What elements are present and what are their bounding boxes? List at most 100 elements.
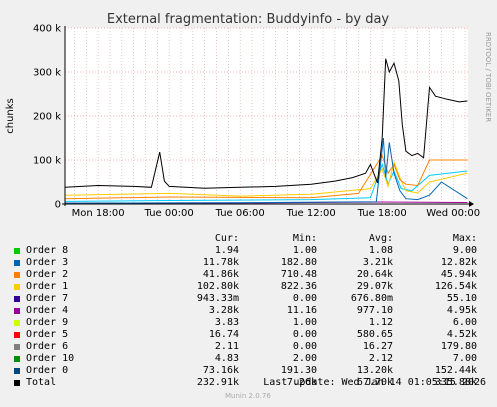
legend-swatch (14, 356, 20, 362)
x-ticks: Mon 18:00 Tue 00:00 Tue 06:00 Tue 12:00 Tue … (72, 208, 481, 219)
legend-min: 182.80 (280, 257, 317, 268)
legend-row: Order 1 102.80k 822.36 29.07k 126.54k (0, 281, 497, 293)
legend-name: Order 4 (26, 305, 69, 316)
series-line (64, 58, 468, 189)
legend-avg: 1.08 (368, 245, 393, 256)
legend-cur: 1.94 (214, 245, 239, 256)
header-cur: Cur: (214, 233, 239, 244)
legend-cur: 16.74 (208, 329, 239, 340)
series-group (64, 58, 468, 204)
legend-cur: 3.28k (208, 305, 239, 316)
legend-name: Order 0 (26, 365, 69, 376)
legend-name: Order 6 (26, 341, 69, 352)
munin-version: Munin 2.0.76 (225, 392, 271, 400)
y-axis-label: chunks (5, 98, 16, 134)
legend-min: 822.36 (280, 281, 317, 292)
legend-max: 335.88k (434, 377, 477, 388)
legend-cur: 102.80k (196, 281, 239, 292)
legend-min: 0.00 (292, 341, 317, 352)
legend-name: Order 2 (26, 269, 69, 280)
legend-cur: 41.86k (202, 269, 239, 280)
legend-avg: 29.07k (356, 281, 393, 292)
legend-max: 179.80 (440, 341, 477, 352)
legend-min: 1.00 (292, 245, 317, 256)
legend-max: 55.10 (446, 293, 477, 304)
legend-avg: 2.12 (368, 353, 393, 364)
legend-rows: Order 8 1.94 1.00 1.08 9.00 Order 3 11.78k 182.… (0, 245, 497, 389)
legend-header: Cur: Min: Avg: Max: (0, 233, 497, 245)
legend-name: Order 10 (26, 353, 75, 364)
legend-row: Order 10 4.83 2.00 2.12 7.00 (0, 353, 497, 365)
legend-row: Order 9 3.83 1.00 1.12 6.00 (0, 317, 497, 329)
legend-avg: 977.10 (356, 305, 393, 316)
legend-row: Order 0 73.16k 191.30 13.20k 152.44k (0, 365, 497, 377)
legend-row: Order 3 11.78k 182.80 3.21k 12.82k (0, 257, 497, 269)
legend-name: Order 5 (26, 329, 69, 340)
header-avg: Avg: (368, 233, 393, 244)
legend-min: 710.48 (280, 269, 317, 280)
x-axis-arrow (469, 201, 474, 207)
legend-swatch (14, 260, 20, 266)
legend-row: Order 8 1.94 1.00 1.08 9.00 (0, 245, 497, 257)
legend-min: 0.00 (292, 293, 317, 304)
legend-name: Order 1 (26, 281, 69, 292)
legend-cur: 943.33m (196, 293, 239, 304)
legend-min: 11.16 (286, 305, 317, 316)
chart: External fragmentation: Buddyinfo - by d… (5, 12, 492, 219)
legend-max: 12.82k (440, 257, 477, 268)
legend-name: Order 3 (26, 257, 69, 268)
legend-row: Order 4 3.28k 11.16 977.10 4.95k (0, 305, 497, 317)
rrdtool-credit: RRDTOOL / TOBI OETIKER (484, 32, 492, 122)
legend-swatch (14, 332, 20, 338)
legend-cur: 11.78k (202, 257, 239, 268)
legend-max: 4.52k (446, 329, 477, 340)
x-tick-label: Tue 12:00 (286, 208, 336, 219)
legend-max: 9.00 (452, 245, 477, 256)
legend-max: 6.00 (452, 317, 477, 328)
legend-swatch (14, 368, 20, 374)
y-tick-label: 0 (55, 200, 61, 211)
legend-avg: 3.21k (362, 257, 393, 268)
legend-max: 152.44k (434, 365, 477, 376)
legend-name: Order 7 (26, 293, 69, 304)
grid (65, 27, 468, 204)
legend-avg: 676.80m (350, 293, 393, 304)
header-min: Min: (292, 233, 317, 244)
legend-min: 2.00 (292, 353, 317, 364)
legend-swatch (14, 380, 20, 386)
legend-cur: 232.91k (196, 377, 239, 388)
x-tick-label: Tue 00:00 (144, 208, 194, 219)
x-tick-label: Mon 18:00 (72, 208, 125, 219)
legend-avg: 67.70k (356, 377, 393, 388)
legend-avg: 13.20k (356, 365, 393, 376)
legend-max: 45.94k (440, 269, 477, 280)
y-tick-label: 200 k (33, 112, 61, 123)
legend-row: Order 5 16.74 0.00 580.65 4.52k (0, 329, 497, 341)
y-tick-label: 400 k (33, 24, 61, 35)
x-tick-label: Tue 18:00 (357, 208, 407, 219)
x-tick-label: Wed 00:00 (426, 208, 480, 219)
legend-max: 4.95k (446, 305, 477, 316)
legend-row: Order 7 943.33m 0.00 676.80m 55.10 (0, 293, 497, 305)
legend-avg: 20.64k (356, 269, 393, 280)
legend-min: 191.30 (280, 365, 317, 376)
legend-name: Order 8 (26, 245, 69, 256)
legend-row: Order 2 41.86k 710.48 20.64k 45.94k (0, 269, 497, 281)
x-tick-label: Tue 06:00 (215, 208, 265, 219)
series-line (64, 154, 468, 200)
legend-avg: 16.27 (362, 341, 393, 352)
legend-swatch (14, 248, 20, 254)
last-update: Last update: Wed Jan 14 01:05:15 2026 (263, 377, 486, 388)
legend-cur: 2.11 (214, 341, 239, 352)
legend-swatch (14, 320, 20, 326)
y-ticks: 0 100 k 200 k 300 k 400 k (33, 24, 61, 211)
y-tick-label: 100 k (33, 156, 61, 167)
legend-name: Total (26, 377, 57, 388)
legend-swatch (14, 272, 20, 278)
legend-max: 7.00 (452, 353, 477, 364)
legend-min: 1.00 (292, 317, 317, 328)
legend-swatch (14, 308, 20, 314)
legend-swatch (14, 284, 20, 290)
legend-min: 7.26k (286, 377, 317, 388)
legend-max: 126.54k (434, 281, 477, 292)
